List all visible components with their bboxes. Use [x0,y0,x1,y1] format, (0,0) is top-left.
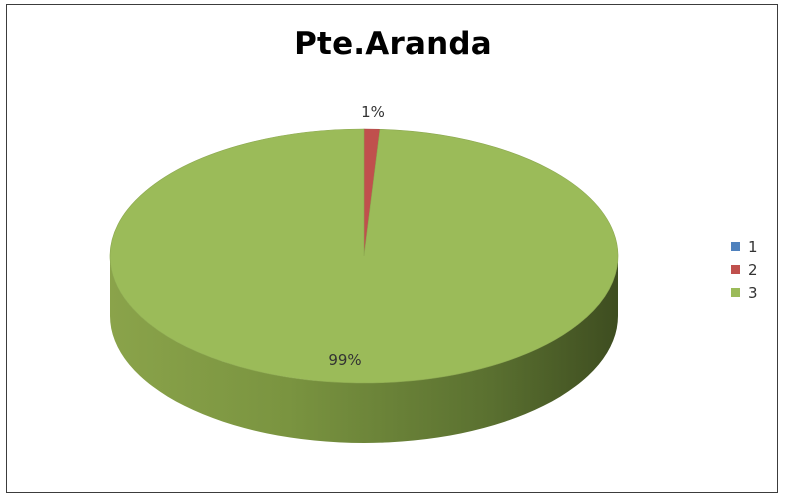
data-label-2: 1% [361,103,385,121]
pie-label-group: 1% 99% [328,103,385,369]
legend-item-3: 3 [731,281,775,304]
pie-slice-3 [109,128,619,384]
legend-label-3: 3 [748,283,758,302]
pie-side-wall [110,256,618,443]
pie-top-group [109,128,619,384]
legend-label-1: 1 [748,237,758,256]
legend-item-2: 2 [731,258,775,281]
legend-swatch-3 [731,288,740,297]
legend: 1 2 3 [731,235,775,304]
data-label-3: 99% [328,351,361,369]
legend-item-1: 1 [731,235,775,258]
legend-swatch-2 [731,265,740,274]
pie-side-group [110,256,618,443]
legend-swatch-1 [731,242,740,251]
legend-label-2: 2 [748,260,758,279]
chart-title: Pte.Aranda [294,26,492,62]
